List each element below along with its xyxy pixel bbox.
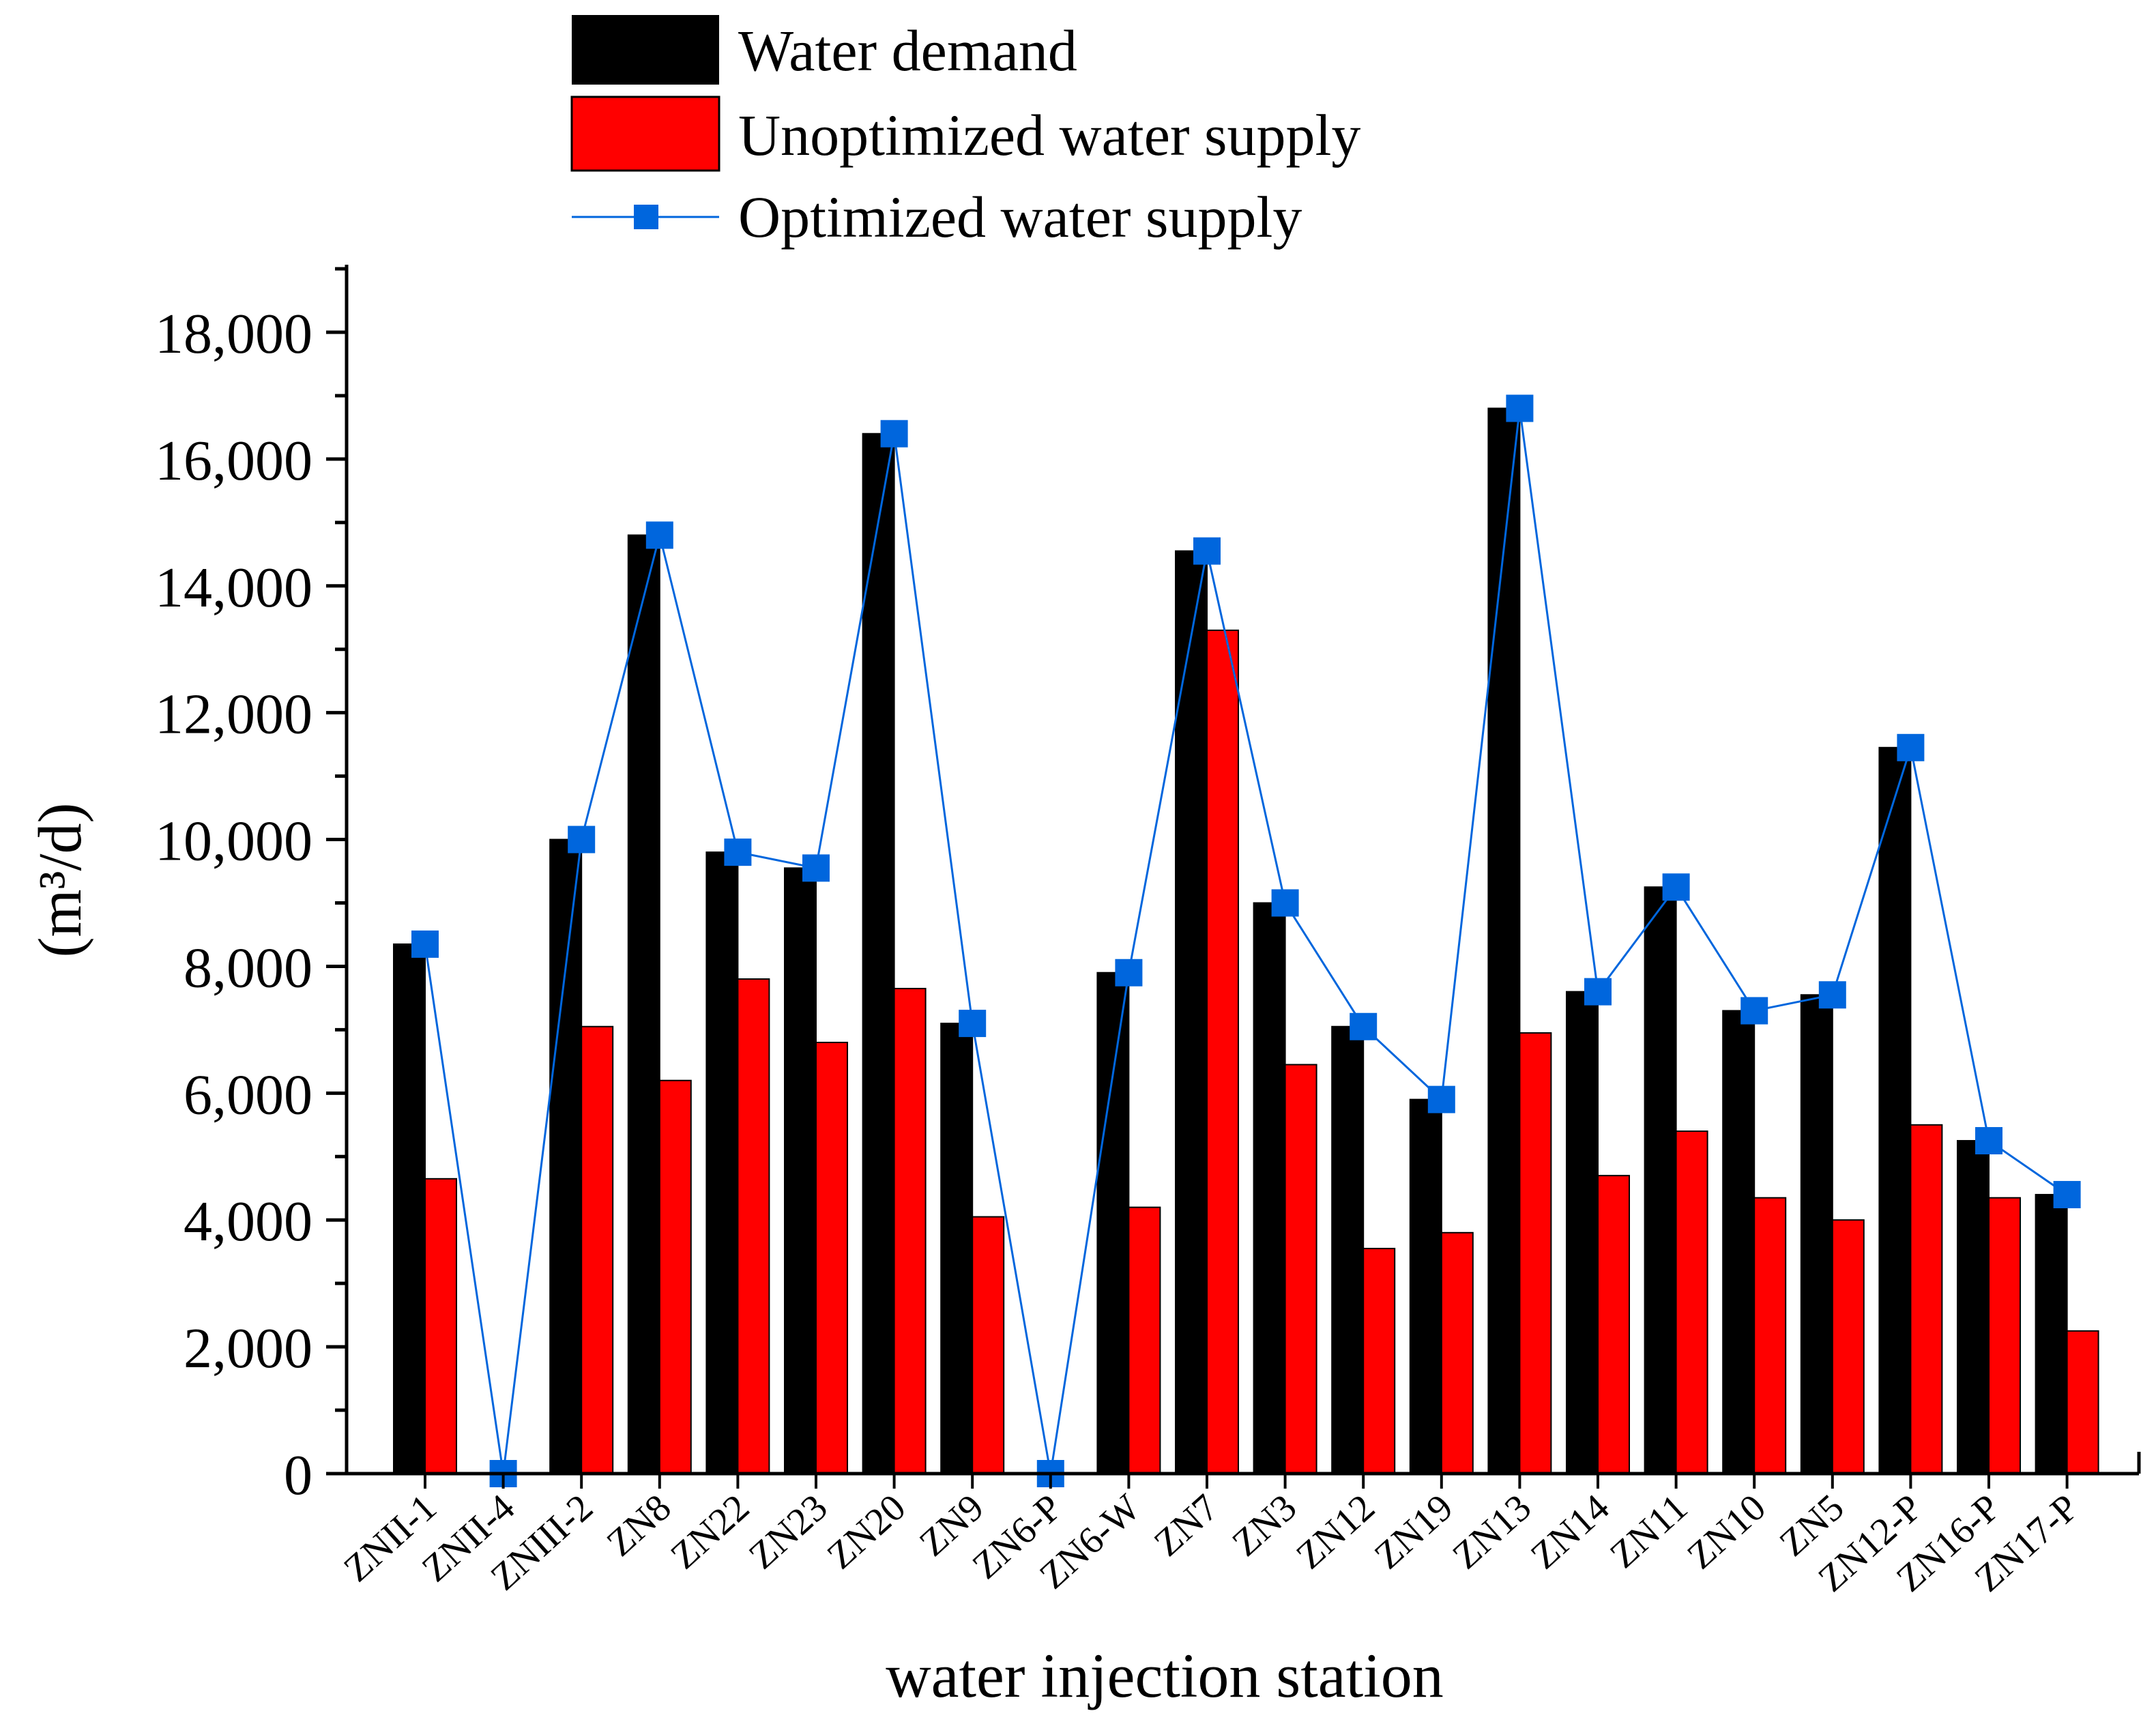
x-tick-label-zn10: ZN10 <box>1679 1487 1774 1578</box>
bar-unoptimized-supply-zn16-p <box>1988 1197 2021 1474</box>
legend: Water demand Unoptimized water supply Op… <box>570 15 1360 250</box>
x-axis-title: water injection station <box>886 1641 1444 1710</box>
bar-water-demand-zn8 <box>627 534 660 1474</box>
bar-water-demand-zn14 <box>1566 991 1599 1474</box>
point-optimized-supply-zn8 <box>645 521 673 549</box>
y-tick-label: 6,000 <box>184 1063 312 1126</box>
point-optimized-supply-zn10 <box>1740 997 1768 1025</box>
y-tick-label: 14,000 <box>155 556 312 619</box>
legend-label-optimized-supply: Optimized water supply <box>738 184 1302 250</box>
x-tick-label-zn8: ZN8 <box>599 1487 680 1565</box>
bar-water-demand-zn9 <box>940 1023 974 1475</box>
bar-unoptimized-supply-zn14 <box>1597 1175 1630 1475</box>
point-optimized-supply-zn23 <box>802 854 830 882</box>
legend-marker-optimized-supply <box>634 205 658 229</box>
point-optimized-supply-zn3 <box>1271 889 1299 917</box>
y-tick-label: 4,000 <box>184 1190 312 1253</box>
bar-water-demand-zn12 <box>1331 1025 1365 1475</box>
bar-unoptimized-supply-zniii-2 <box>581 1025 614 1475</box>
bar-water-demand-zn13 <box>1487 407 1521 1474</box>
line-optimized-supply <box>424 408 2068 1474</box>
point-optimized-supply-zniii-2 <box>568 826 596 853</box>
point-optimized-supply-zn5 <box>1818 981 1846 1009</box>
bar-water-demand-zn10 <box>1722 1010 1756 1475</box>
x-tick-label-zn23: ZN23 <box>741 1487 836 1578</box>
y-tick-label: 18,000 <box>155 302 312 366</box>
bar-unoptimized-supply-zn17-p <box>2066 1330 2099 1474</box>
point-optimized-supply-zn11 <box>1662 873 1690 901</box>
point-optimized-supply-zn9 <box>959 1010 987 1038</box>
bar-unoptimized-supply-zn13 <box>1519 1032 1552 1474</box>
y-tick-label: 10,000 <box>155 810 312 873</box>
y-axis-title: (m³/d) <box>27 803 94 958</box>
bar-water-demand-zn22 <box>705 851 739 1474</box>
x-ticks: ZNII-1ZNII-4ZNIII-2ZN8ZN22ZN23ZN20ZN9ZN6… <box>336 1474 2086 1600</box>
legend-swatch-unoptimized-supply <box>570 96 720 172</box>
bar-water-demand-zn3 <box>1253 902 1286 1474</box>
bar-water-demand-zn12-p <box>1878 746 1912 1474</box>
point-optimized-supply-zn19 <box>1427 1085 1455 1113</box>
x-tick-label-zn14: ZN14 <box>1523 1487 1618 1578</box>
y-tick-label: 0 <box>284 1444 312 1507</box>
legend-swatch-water-demand <box>572 15 719 85</box>
bar-unoptimized-supply-zn5 <box>1831 1219 1865 1474</box>
bar-unoptimized-supply-zn11 <box>1675 1130 1708 1474</box>
bar-unoptimized-supply-zn12 <box>1363 1248 1396 1475</box>
y-tick-label: 8,000 <box>184 936 312 999</box>
legend-label-unoptimized-supply: Unoptimized water supply <box>738 102 1360 168</box>
legend-label-water-demand: Water demand <box>738 18 1077 83</box>
point-optimized-supply-zn22 <box>724 838 752 866</box>
bar-unoptimized-supply-zn10 <box>1753 1197 1787 1474</box>
bar-unoptimized-supply-zn20 <box>893 987 927 1474</box>
x-tick-label-zn7: ZN7 <box>1146 1487 1227 1565</box>
bar-water-demand-zn17-p <box>2035 1194 2068 1474</box>
x-tick-label-zn3: ZN3 <box>1225 1487 1305 1565</box>
bar-water-demand-znii-1 <box>393 943 426 1475</box>
bar-unoptimized-supply-zn9 <box>972 1216 1005 1474</box>
point-optimized-supply-zn7 <box>1193 537 1221 565</box>
series-water-demand <box>393 407 2068 1475</box>
bar-unoptimized-supply-zn23 <box>815 1041 848 1474</box>
y-tick-label: 12,000 <box>155 683 312 746</box>
point-optimized-supply-zn20 <box>880 420 908 448</box>
x-tick-label-zn13: ZN13 <box>1445 1487 1540 1578</box>
bar-water-demand-zniii-2 <box>549 838 583 1474</box>
y-tick-label: 16,000 <box>155 429 312 493</box>
bar-water-demand-zn6-w <box>1096 971 1130 1474</box>
bar-water-demand-zn5 <box>1800 994 1833 1474</box>
point-optimized-supply-zn12-p <box>1897 733 1925 761</box>
point-optimized-supply-zn16-p <box>1975 1127 2002 1155</box>
series-optimized-supply <box>411 394 2081 1487</box>
x-tick-label-zn19: ZN19 <box>1367 1487 1461 1578</box>
point-optimized-supply-zn14 <box>1584 978 1612 1006</box>
bar-unoptimized-supply-zn3 <box>1284 1064 1317 1474</box>
bar-unoptimized-supply-zn19 <box>1440 1231 1474 1475</box>
bar-water-demand-zn23 <box>784 867 817 1475</box>
point-optimized-supply-zn17-p <box>2053 1181 2081 1209</box>
series-unoptimized-supply <box>424 629 2099 1475</box>
bar-unoptimized-supply-zn7 <box>1206 629 1239 1474</box>
x-tick-label-zn20: ZN20 <box>819 1487 914 1578</box>
point-optimized-supply-znii-1 <box>411 930 439 958</box>
point-optimized-supply-zn13 <box>1506 394 1534 422</box>
bar-water-demand-zn7 <box>1175 550 1208 1474</box>
point-optimized-supply-zn6-w <box>1115 959 1143 987</box>
x-tick-label-zn12: ZN12 <box>1288 1487 1383 1578</box>
bar-water-demand-zn19 <box>1409 1098 1442 1474</box>
bar-unoptimized-supply-zn8 <box>658 1079 692 1474</box>
bar-water-demand-zn11 <box>1644 886 1677 1474</box>
bar-unoptimized-supply-zn12-p <box>1910 1124 1943 1474</box>
bar-unoptimized-supply-znii-1 <box>424 1178 457 1475</box>
y-ticks: 0 2,000 4,000 6,000 8,000 10,000 12,000 14,000 1… <box>155 267 347 1507</box>
bar-water-demand-zn20 <box>862 433 895 1475</box>
x-tick-label-zn22: ZN22 <box>663 1487 758 1578</box>
bar-unoptimized-supply-zn6-w <box>1128 1206 1161 1474</box>
x-tick-label-zn11: ZN11 <box>1602 1487 1695 1577</box>
bar-water-demand-zn16-p <box>1957 1140 1990 1474</box>
point-optimized-supply-zn12 <box>1350 1012 1378 1040</box>
bar-unoptimized-supply-zn22 <box>737 978 770 1474</box>
y-tick-label: 2,000 <box>184 1317 312 1380</box>
